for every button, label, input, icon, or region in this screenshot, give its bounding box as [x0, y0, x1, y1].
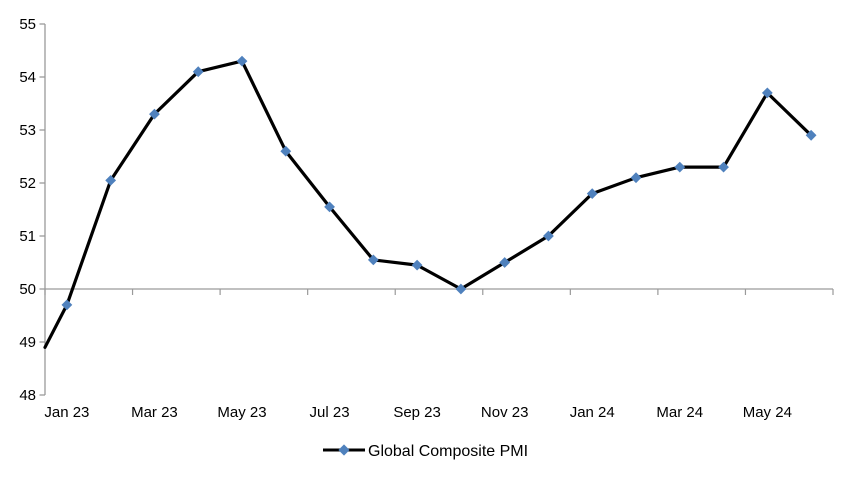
- x-tick-label: Nov 23: [481, 404, 529, 421]
- data-point-marker: [411, 259, 423, 271]
- data-point-marker: [718, 161, 729, 173]
- y-tick-label: 50: [19, 281, 36, 298]
- x-tick-label: Jan 23: [44, 404, 89, 421]
- y-tick-label: 54: [19, 69, 36, 86]
- data-point-marker: [236, 55, 248, 67]
- y-tick-label: 55: [19, 16, 36, 33]
- x-tick-label: May 24: [743, 404, 792, 421]
- x-tick-label: Mar 24: [656, 404, 703, 421]
- data-point-marker: [192, 66, 204, 78]
- legend-diamond-icon: [338, 444, 350, 456]
- data-point-marker: [324, 201, 335, 213]
- data-point-marker: [149, 108, 160, 120]
- y-tick-label: 51: [19, 228, 36, 245]
- legend-label: Global Composite PMI: [368, 443, 528, 460]
- y-tick-label: 52: [19, 175, 36, 192]
- legend: Global Composite PMI: [323, 443, 528, 460]
- data-point-marker: [674, 161, 686, 173]
- x-tick-label: May 23: [217, 404, 266, 421]
- data-point-marker: [761, 87, 773, 99]
- data-point-marker: [280, 145, 292, 157]
- x-tick-label: Jul 23: [310, 404, 350, 421]
- x-tick-label: Sep 23: [393, 404, 441, 421]
- x-tick-label: Mar 23: [131, 404, 178, 421]
- data-point-marker: [543, 230, 554, 242]
- y-tick-label: 48: [19, 387, 36, 404]
- plot-area: 48 49 50 51 52 53 54 55 Jan 23 Mar 23 May 23 Jul 23…: [19, 16, 834, 421]
- y-tick-label: 53: [19, 122, 36, 139]
- series-line: [43, 59, 813, 349]
- data-point-marker: [630, 172, 642, 184]
- data-point-marker: [586, 188, 598, 199]
- data-point-marker: [367, 254, 379, 266]
- x-tick-label: Jan 24: [570, 404, 615, 421]
- y-tick-label: 49: [19, 334, 36, 351]
- data-point-marker: [61, 299, 73, 311]
- data-point-marker: [499, 257, 511, 268]
- data-point-marker: [455, 283, 467, 295]
- data-point-marker: [805, 129, 817, 141]
- data-point-marker: [105, 174, 117, 186]
